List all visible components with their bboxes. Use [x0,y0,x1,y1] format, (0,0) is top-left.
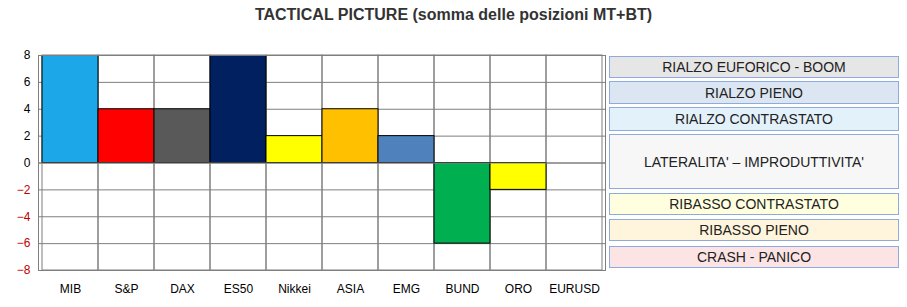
svg-text:8: 8 [24,48,31,62]
svg-text:MIB: MIB [60,282,81,296]
svg-text:2: 2 [24,129,31,143]
svg-text:DAX: DAX [170,282,195,296]
svg-text:−6: −6 [17,236,31,250]
svg-text:6: 6 [24,75,31,89]
svg-text:4: 4 [24,102,31,116]
html-text:CRASH - PANICO: CRASH - PANICO [697,249,811,265]
html-text:RIALZO PIENO: RIALZO PIENO [705,84,803,101]
html-text:RIALZO CONTRASTATO: RIALZO CONTRASTATO [675,111,833,127]
svg-text:0: 0 [24,156,31,170]
html-text:RIALZO EUFORICO - BOOM: RIALZO EUFORICO - BOOM [662,59,846,75]
svg-text:ES50: ES50 [224,282,254,296]
svg-text:ORO: ORO [505,282,532,296]
svg-text:BUND: BUND [445,282,479,296]
html-text:LATERALITA' – IMPRODUTTIVITA': LATERALITA' – IMPRODUTTIVITA' [644,153,864,170]
svg-text:ASIA: ASIA [337,282,364,296]
html-text:RIBASSO PIENO: RIBASSO PIENO [699,222,809,238]
svg-text:EURUSD: EURUSD [549,282,600,296]
svg-text:−2: −2 [17,183,31,197]
svg-text:−4: −4 [17,210,31,224]
svg-text:S&P: S&P [114,282,138,296]
svg-text:Nikkei: Nikkei [278,282,311,296]
svg-text:−8: −8 [17,263,31,277]
html-text:RIBASSO CONTRASTATO: RIBASSO CONTRASTATO [669,196,839,212]
html-text:TACTICAL PICTURE (somma delle: TACTICAL PICTURE (somma delle posizioni … [254,6,653,23]
svg-text:EMG: EMG [393,282,420,296]
